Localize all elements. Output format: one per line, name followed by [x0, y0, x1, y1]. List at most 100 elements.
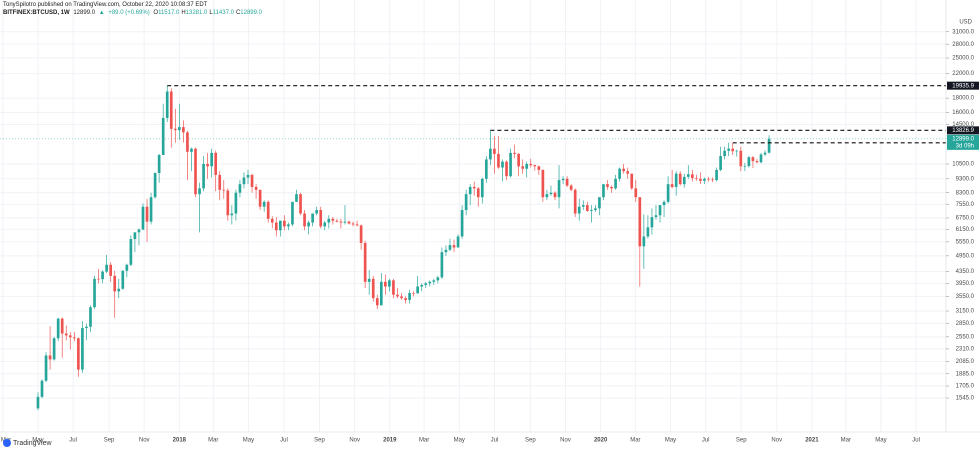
candle-body — [270, 218, 274, 223]
candle-body — [630, 173, 634, 189]
candle-body — [747, 157, 751, 167]
candle-body — [553, 192, 557, 198]
x-tick-label: Jul — [280, 438, 288, 444]
ohlc-key: O — [153, 10, 159, 16]
x-tick-label: May — [875, 438, 886, 444]
countdown: 3d 09h — [956, 144, 974, 150]
candle-body — [751, 157, 755, 162]
candle-body — [440, 252, 444, 278]
candle-body — [755, 161, 759, 163]
candle-body — [72, 337, 76, 339]
candle-body — [416, 286, 419, 294]
candle-body — [606, 184, 609, 187]
candle-body — [178, 127, 181, 131]
candle-body — [311, 213, 314, 223]
x-tick-label: Mar — [208, 438, 218, 444]
x-tick-label: May — [243, 438, 254, 444]
candle-body — [513, 152, 516, 154]
y-tick-label: 3550.0 — [956, 294, 975, 300]
candle-body — [537, 166, 541, 170]
price-axis-bg — [946, 0, 980, 432]
y-tick-label: 2310.0 — [956, 346, 975, 352]
y-tick-label: 31000.0 — [952, 29, 974, 35]
candle-body — [541, 169, 545, 198]
candle-body — [97, 278, 100, 280]
x-tick-label: Mar — [841, 438, 851, 444]
candle-body — [622, 168, 625, 172]
author-line: TonySpilotro published on TradingView.co… — [3, 2, 208, 8]
candle-body — [618, 168, 621, 179]
candle-body — [133, 232, 137, 240]
candle-body — [351, 223, 355, 225]
y-tick-label: 1885.0 — [956, 371, 975, 377]
candle-body — [194, 148, 197, 195]
logo-text: TradingView — [13, 439, 52, 447]
candle-body — [759, 154, 763, 163]
x-tick-label: Mar — [419, 438, 429, 444]
candle-body — [295, 194, 298, 202]
candle-body — [218, 174, 222, 190]
candle-body — [36, 396, 40, 409]
y-tick-label: 9300.0 — [956, 176, 975, 182]
x-tick-label: Nov — [771, 438, 782, 444]
candle-body — [153, 173, 157, 198]
candle-body — [480, 178, 484, 198]
candle-body — [432, 280, 436, 282]
candle-body — [674, 173, 678, 187]
candle-body — [250, 174, 254, 187]
candle-body — [767, 138, 771, 153]
candle-body — [585, 205, 589, 211]
candle-body — [525, 163, 529, 169]
candle-body — [388, 280, 391, 287]
x-tick-label: 2021 — [805, 438, 819, 444]
candle-body — [719, 156, 722, 170]
candle-body — [149, 197, 153, 222]
candle-body — [493, 148, 496, 154]
ohlc-value: 11517.0 — [158, 10, 180, 16]
candle-body — [202, 163, 205, 189]
candle-body — [101, 271, 104, 280]
y-tick-label: 2550.0 — [956, 334, 975, 340]
candle-body — [258, 189, 262, 207]
candle-body — [299, 194, 302, 214]
candle-body — [157, 155, 161, 174]
candle-body — [561, 178, 565, 181]
x-tick-label: Jul — [912, 438, 920, 444]
change: +89.0 (+0.69%) — [108, 10, 150, 16]
candle-body — [77, 338, 80, 370]
y-tick-label: 3150.0 — [956, 309, 975, 315]
y-tick-label: 2085.0 — [956, 359, 975, 365]
header: TonySpilotro published on TradingView.co… — [3, 1, 266, 17]
ohlc-value: 11437.0 — [212, 10, 234, 16]
candle-body — [226, 190, 230, 216]
candle-body — [735, 150, 739, 152]
candle-body — [610, 186, 613, 189]
x-tick-label: Jul — [69, 438, 77, 444]
candle-body — [234, 192, 238, 214]
y-tick-label: 3950.0 — [956, 281, 975, 287]
candle-body — [642, 236, 646, 247]
candle-body — [577, 206, 581, 214]
ohlc-key: L — [209, 10, 213, 16]
candle-body — [634, 188, 638, 198]
candle-body — [48, 355, 52, 360]
y-tick-label: 16000.0 — [952, 110, 974, 116]
candle-body — [666, 184, 670, 202]
candle-body — [489, 148, 492, 160]
x-tick-label: Nov — [139, 438, 150, 444]
x-tick-label: May — [32, 438, 43, 444]
candle-body — [315, 210, 319, 214]
candle-body — [598, 197, 601, 209]
candle-body — [137, 229, 141, 233]
candle-body — [161, 117, 165, 156]
candle-body — [715, 169, 718, 181]
candle-body — [355, 224, 359, 226]
candle-body — [206, 163, 209, 167]
candle-body — [436, 277, 440, 281]
candle-body — [125, 264, 129, 271]
x-tick-label: Jul — [702, 438, 710, 444]
candle-body — [287, 224, 290, 227]
currency-label: USD — [959, 20, 972, 26]
x-tick-label: Sep — [104, 438, 115, 444]
